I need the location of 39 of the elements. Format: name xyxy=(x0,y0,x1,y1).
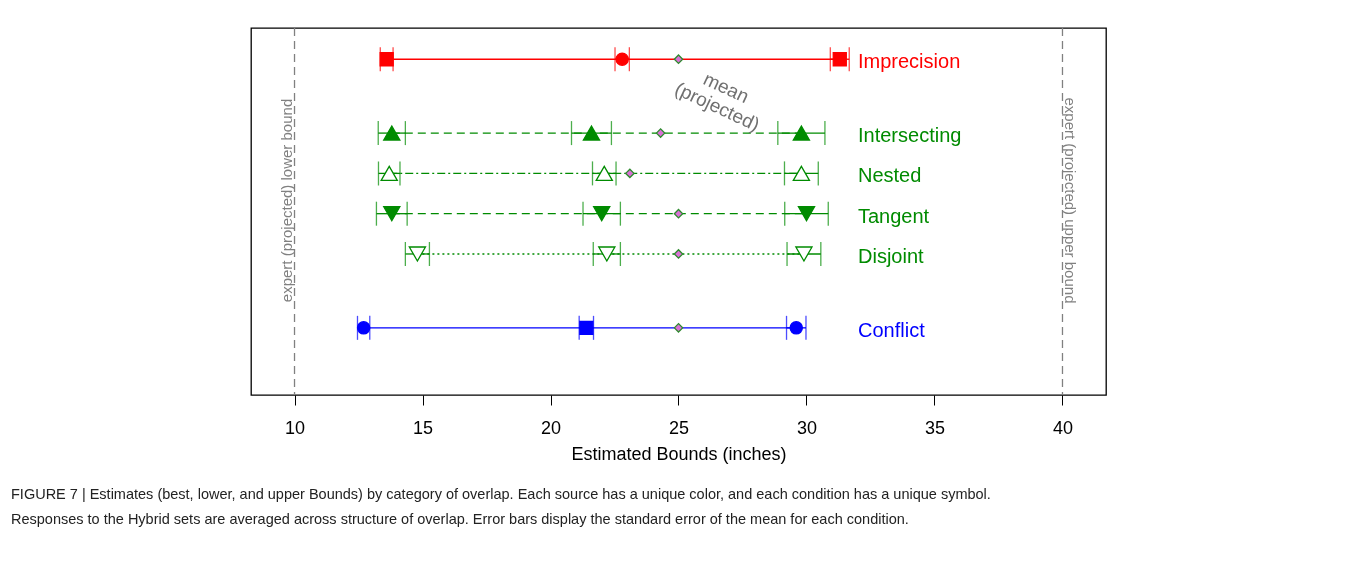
point xyxy=(789,321,804,335)
point xyxy=(792,125,811,141)
point xyxy=(598,246,616,262)
point xyxy=(673,208,684,219)
point xyxy=(797,206,816,222)
x-axis-title: Estimated Bounds (inches) xyxy=(571,443,787,464)
text: Tangent xyxy=(858,204,930,227)
point xyxy=(655,128,666,138)
text: Conflict xyxy=(858,318,926,341)
point xyxy=(579,320,594,336)
point xyxy=(383,206,401,222)
point xyxy=(582,125,601,141)
point xyxy=(795,246,813,262)
point xyxy=(673,249,684,259)
x-tick-label: 35 xyxy=(924,417,945,438)
x-tick-label: 30 xyxy=(796,417,818,438)
ref-line-label: expert (projected) lower bound xyxy=(277,98,295,303)
point xyxy=(615,52,629,66)
series-label: Imprecision xyxy=(858,50,961,73)
point xyxy=(356,321,371,335)
point xyxy=(408,246,427,262)
x-tick-label: 10 xyxy=(285,417,306,438)
text: Intersecting xyxy=(858,124,962,147)
point xyxy=(673,323,684,333)
x-tick-label: 25 xyxy=(668,417,690,438)
point xyxy=(792,165,811,182)
x-tick-label: 20 xyxy=(540,417,562,438)
ref-line-label: expert (projected) upper bound xyxy=(1062,97,1080,304)
point xyxy=(379,52,394,67)
text: Nested xyxy=(858,164,922,187)
caption: FIGURE 7 | Estimates (best, lower, and upper Bounds) by category of overlap. Each source has a unique color, and each condition has a unique symbol. Responses to the Hybrid sets are averaged across structure of overlap. Error bars display the standard error of the mean for each condition. xyxy=(11,486,991,527)
x-tick-label: 15 xyxy=(413,417,434,438)
point xyxy=(832,52,847,67)
point xyxy=(592,206,611,222)
text: Disjoint xyxy=(858,244,925,267)
x-tick-label: 40 xyxy=(1052,417,1073,438)
point xyxy=(625,168,635,179)
point xyxy=(383,125,401,141)
point xyxy=(673,54,684,65)
